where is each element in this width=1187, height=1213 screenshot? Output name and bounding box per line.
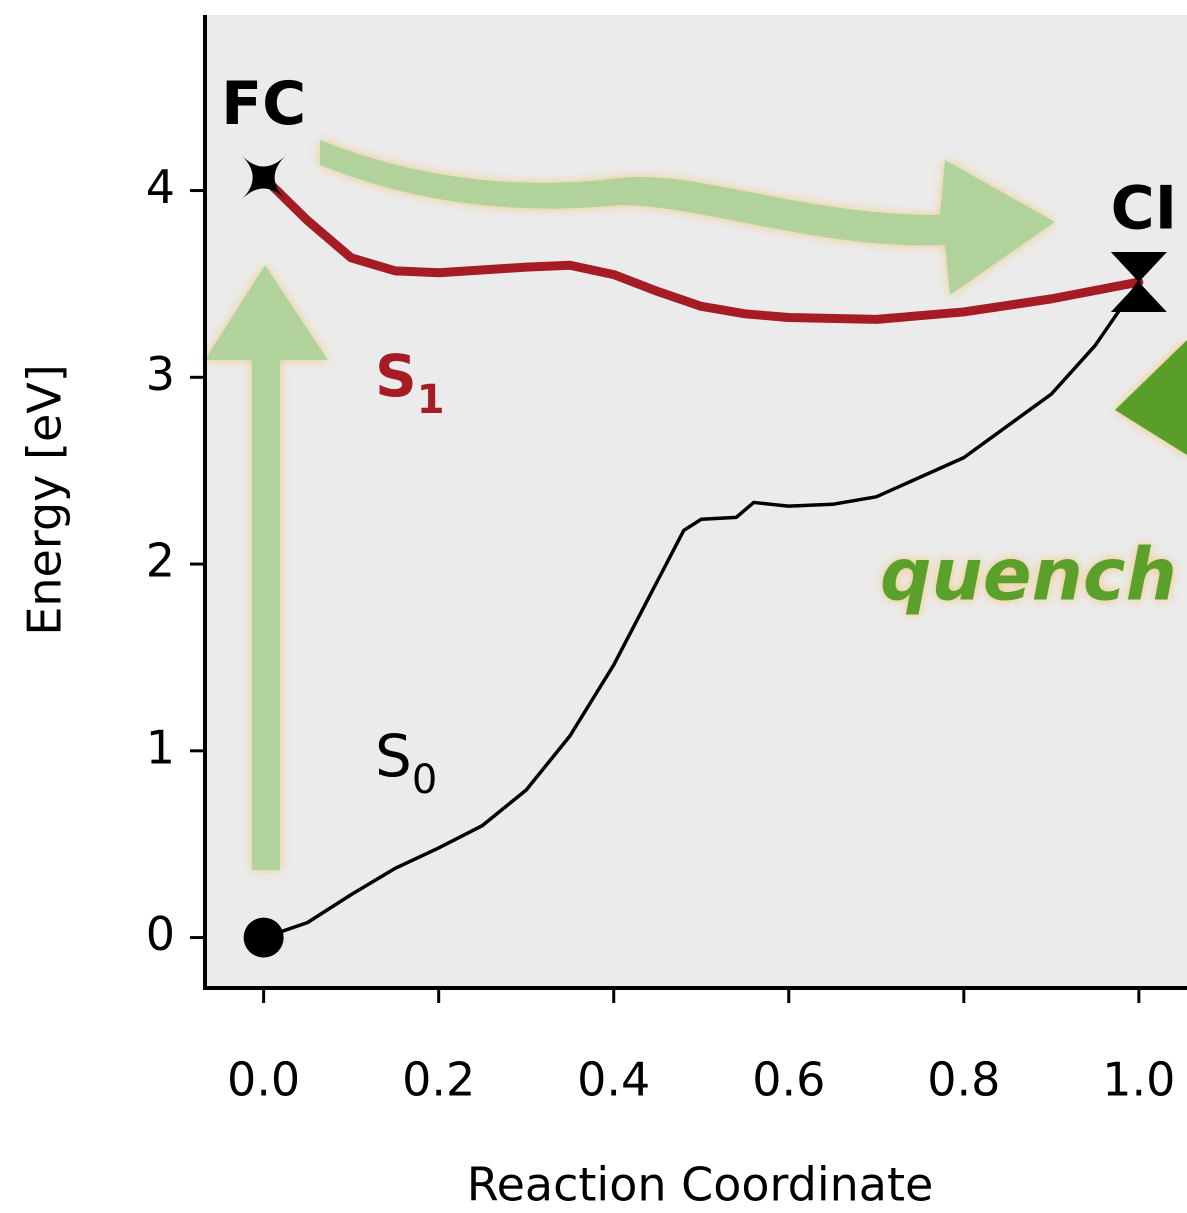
ci-marker xyxy=(1110,252,1167,313)
x-tick-label: 0.4 xyxy=(577,1053,650,1107)
relaxation-arrow xyxy=(320,140,1055,295)
point-label: CI xyxy=(1111,174,1177,244)
curve-label-text: S xyxy=(375,722,412,790)
y-tick-label: 3 xyxy=(146,347,175,401)
fc-marker xyxy=(241,155,286,200)
curve-label-sub: 0 xyxy=(412,757,437,803)
y-tick-label: 1 xyxy=(146,720,175,774)
arrows xyxy=(205,140,1187,870)
line xyxy=(261,280,1141,940)
curve-label-text: S xyxy=(375,342,417,410)
x-axis-title: Reaction Coordinate xyxy=(467,1158,934,1212)
point-label: FC xyxy=(221,69,306,139)
line xyxy=(259,172,1144,324)
x-tick-label: 0.2 xyxy=(402,1053,475,1107)
x-tick-label: 0.6 xyxy=(752,1053,825,1107)
x-tick-label: 1.0 xyxy=(1102,1053,1175,1107)
x-tick-label: 0.8 xyxy=(927,1053,1000,1107)
curve-label: S0 xyxy=(375,722,437,803)
y-tick-label: 0 xyxy=(146,907,175,961)
minimum-marker xyxy=(243,917,284,958)
annotation: quench xyxy=(880,533,1177,617)
y-tick-label: 4 xyxy=(146,160,175,214)
axes xyxy=(203,15,1187,990)
x-tick-label: 0.0 xyxy=(227,1053,300,1107)
quench-arrow xyxy=(1115,340,1187,455)
curve-label-sub: 1 xyxy=(417,377,445,423)
excitation-arrow xyxy=(205,265,328,870)
y-tick-label: 2 xyxy=(146,534,175,588)
y-axis-title: Energy [eV] xyxy=(18,364,72,635)
curve-label: S1 xyxy=(375,342,445,423)
